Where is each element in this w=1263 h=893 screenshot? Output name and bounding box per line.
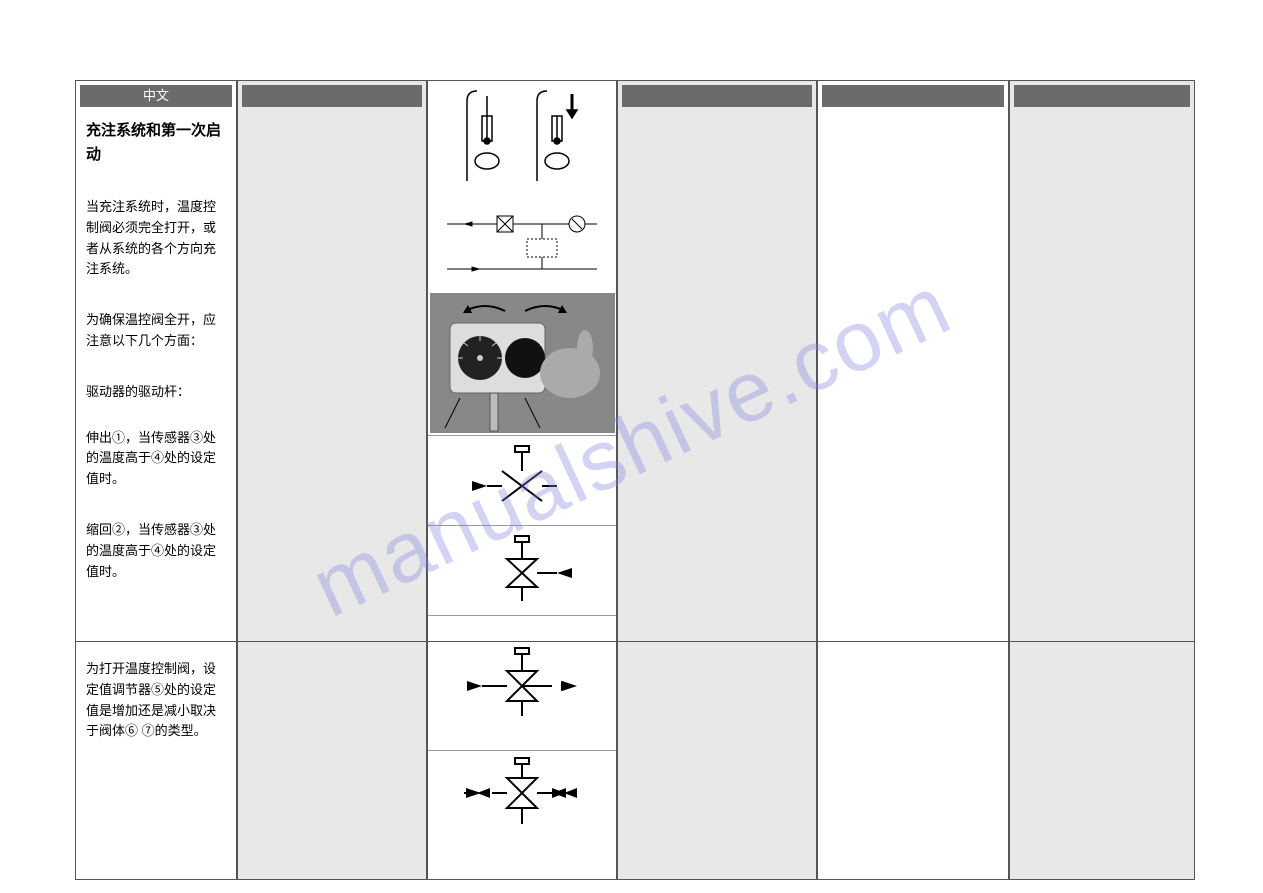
para-2: 为确保温控阀全开，应注意以下几个方面： — [86, 310, 226, 352]
column-6 — [1009, 80, 1195, 880]
row-divider-1 — [76, 641, 236, 642]
diagram-schematic — [428, 201, 616, 291]
header-6 — [1014, 85, 1190, 107]
para-5: 缩回②，当传感器③处的温度高于④处的设定值时。 — [86, 520, 226, 582]
header-4 — [622, 85, 812, 107]
para-4: 伸出①，当传感器③处的温度高于④处的设定值时。 — [86, 428, 226, 490]
column-chinese: 中文 充注系统和第一次启动 当充注系统时，温度控制阀必须完全打开，或者从系统的各… — [75, 80, 237, 880]
diagram-sensors — [428, 81, 616, 201]
diagram-valve-1 — [428, 436, 616, 526]
chinese-content: 充注系统和第一次启动 当充注系统时，温度控制阀必须完全打开，或者从系统的各个方向… — [76, 111, 236, 620]
chinese-content-2: 为打开温度控制阀，设定值调节器⑤处的设定值是增加还是减小取决于阀体⑥ ⑦的类型。 — [76, 651, 236, 780]
diagram-3way-1 — [428, 641, 616, 751]
row-divider-4 — [618, 641, 816, 642]
row-divider-2 — [238, 641, 426, 642]
para-3: 驱动器的驱动杆： — [86, 382, 226, 403]
para-1: 当充注系统时，温度控制阀必须完全打开，或者从系统的各个方向充注系统。 — [86, 197, 226, 280]
diagram-valve-2 — [428, 526, 616, 616]
column-4 — [617, 80, 817, 880]
header-2 — [242, 85, 422, 107]
diagram-photo — [428, 291, 616, 436]
diagram-section — [428, 81, 616, 879]
column-2 — [237, 80, 427, 880]
row-divider-6 — [1010, 641, 1194, 642]
section-title: 充注系统和第一次启动 — [86, 119, 226, 167]
header-5 — [822, 85, 1004, 107]
column-5 — [817, 80, 1009, 880]
page-container: 中文 充注系统和第一次启动 当充注系统时，温度控制阀必须完全打开，或者从系统的各… — [75, 80, 1195, 880]
header-chinese: 中文 — [80, 85, 232, 107]
row-divider-5 — [818, 641, 1008, 642]
diagram-3way-2 — [428, 751, 616, 861]
para-6: 为打开温度控制阀，设定值调节器⑤处的设定值是增加还是减小取决于阀体⑥ ⑦的类型。 — [86, 659, 226, 742]
column-diagrams — [427, 80, 617, 880]
